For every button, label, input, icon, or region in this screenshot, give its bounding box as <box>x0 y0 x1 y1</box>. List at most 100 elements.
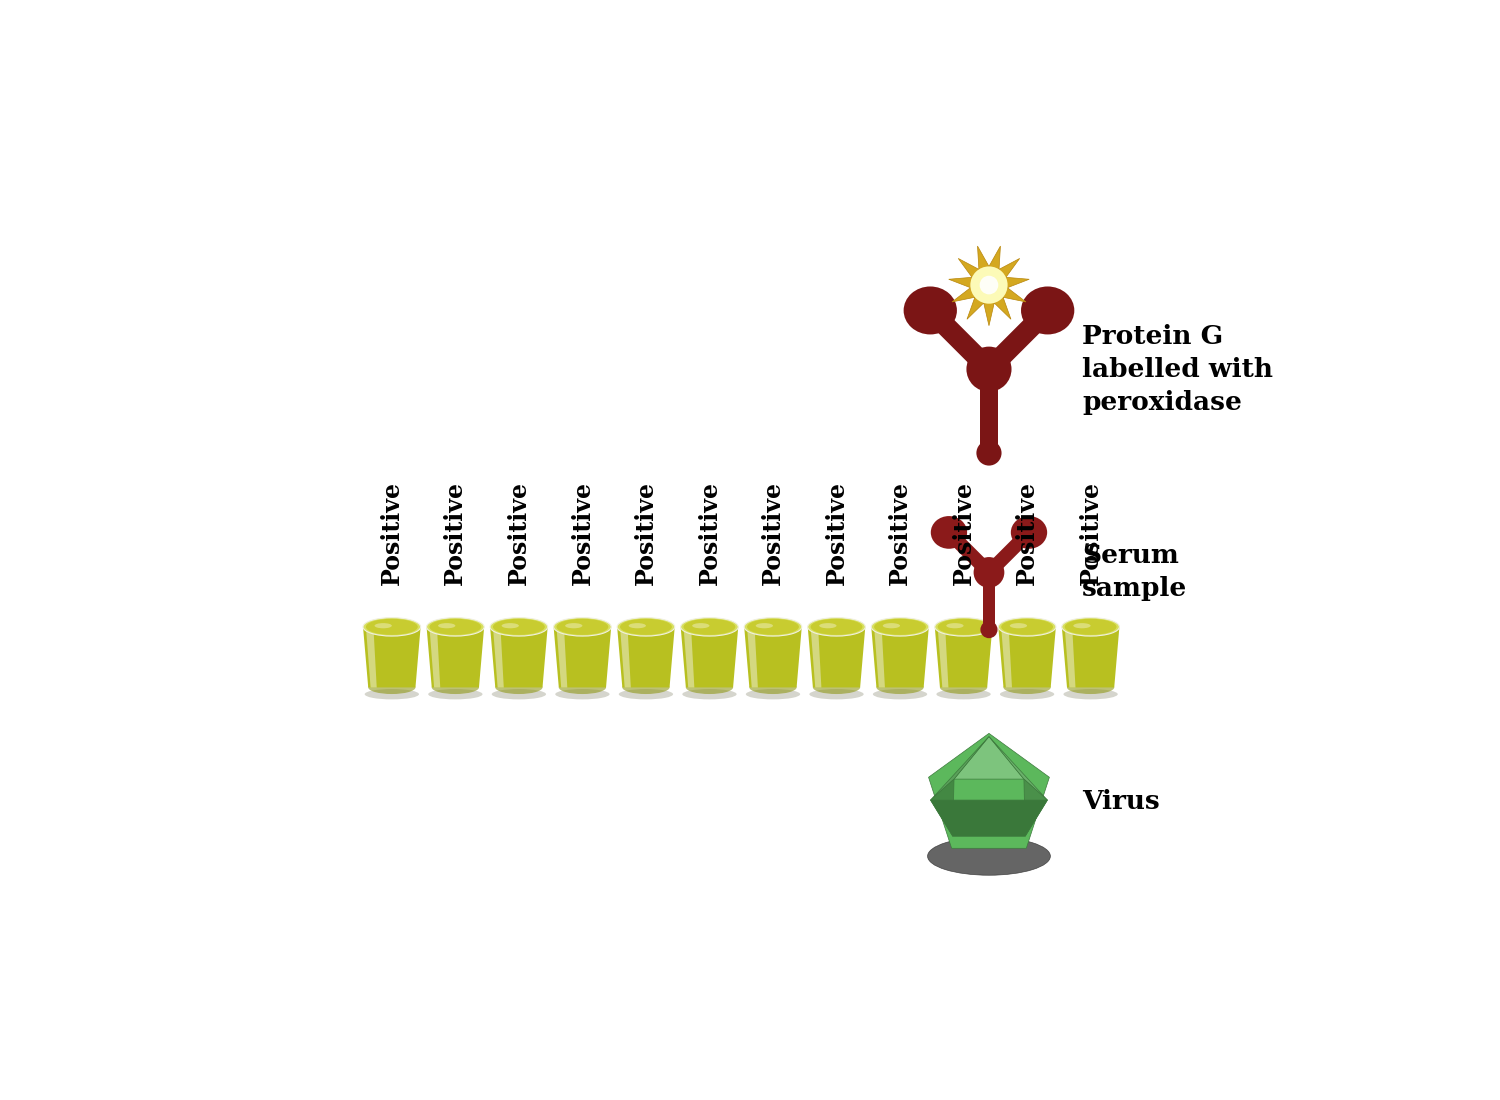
Text: Positive: Positive <box>570 481 594 585</box>
Ellipse shape <box>936 689 990 700</box>
Polygon shape <box>426 627 484 688</box>
Text: Positive: Positive <box>698 481 721 585</box>
Ellipse shape <box>978 359 999 380</box>
Ellipse shape <box>756 623 772 628</box>
Polygon shape <box>620 627 632 688</box>
Ellipse shape <box>982 566 996 579</box>
Ellipse shape <box>978 359 999 380</box>
Ellipse shape <box>981 621 998 638</box>
Ellipse shape <box>927 837 1050 876</box>
Polygon shape <box>366 627 376 688</box>
Ellipse shape <box>684 619 735 635</box>
Ellipse shape <box>681 617 738 636</box>
Ellipse shape <box>364 689 419 700</box>
Polygon shape <box>938 627 948 688</box>
Ellipse shape <box>566 623 582 628</box>
Polygon shape <box>948 246 1029 326</box>
Ellipse shape <box>426 617 484 636</box>
Ellipse shape <box>628 623 646 628</box>
Text: Positive: Positive <box>444 481 468 585</box>
Ellipse shape <box>492 689 546 700</box>
Ellipse shape <box>982 624 996 636</box>
Ellipse shape <box>427 689 483 700</box>
Polygon shape <box>494 627 504 688</box>
Ellipse shape <box>876 681 924 694</box>
Ellipse shape <box>976 440 1002 465</box>
Ellipse shape <box>554 617 610 636</box>
Text: Positive: Positive <box>888 481 912 585</box>
Ellipse shape <box>884 623 900 628</box>
Ellipse shape <box>495 681 543 694</box>
Polygon shape <box>980 370 998 453</box>
Polygon shape <box>747 627 758 688</box>
Polygon shape <box>874 627 885 688</box>
Text: Positive: Positive <box>760 481 784 585</box>
Polygon shape <box>930 737 988 800</box>
Polygon shape <box>934 627 993 688</box>
Ellipse shape <box>1064 689 1118 700</box>
Polygon shape <box>988 737 1047 800</box>
Text: Positive: Positive <box>1016 481 1040 585</box>
Polygon shape <box>944 528 994 578</box>
Ellipse shape <box>501 623 519 628</box>
Ellipse shape <box>982 565 996 580</box>
Ellipse shape <box>982 565 996 580</box>
Ellipse shape <box>622 681 669 694</box>
Polygon shape <box>871 627 928 688</box>
Ellipse shape <box>490 617 548 636</box>
Ellipse shape <box>432 681 478 694</box>
Ellipse shape <box>686 681 734 694</box>
Polygon shape <box>930 779 954 836</box>
Polygon shape <box>928 734 1050 848</box>
Ellipse shape <box>368 681 416 694</box>
Polygon shape <box>981 304 1054 376</box>
Ellipse shape <box>366 619 419 635</box>
Text: Virus: Virus <box>1082 789 1160 814</box>
Ellipse shape <box>1038 300 1058 321</box>
Ellipse shape <box>1011 516 1047 549</box>
Ellipse shape <box>810 619 862 635</box>
Ellipse shape <box>560 681 606 694</box>
Polygon shape <box>1024 779 1047 836</box>
Polygon shape <box>1065 627 1076 688</box>
Ellipse shape <box>750 681 796 694</box>
Ellipse shape <box>1004 681 1050 694</box>
Ellipse shape <box>874 619 926 635</box>
Ellipse shape <box>1000 619 1053 635</box>
Text: Positive: Positive <box>1078 481 1102 585</box>
Polygon shape <box>984 528 1033 578</box>
Polygon shape <box>922 304 996 376</box>
Ellipse shape <box>974 557 1005 587</box>
Ellipse shape <box>1062 617 1119 636</box>
Polygon shape <box>616 627 675 688</box>
Ellipse shape <box>429 619 482 635</box>
Polygon shape <box>999 627 1056 688</box>
Ellipse shape <box>980 276 999 295</box>
Polygon shape <box>363 627 420 688</box>
Text: Positive: Positive <box>951 481 975 585</box>
Polygon shape <box>1062 627 1119 688</box>
Polygon shape <box>954 737 1024 779</box>
Ellipse shape <box>934 617 993 636</box>
Text: Protein G
labelled with
peroxidase: Protein G labelled with peroxidase <box>1082 323 1274 415</box>
Ellipse shape <box>556 619 609 635</box>
Text: Positive: Positive <box>634 481 658 585</box>
Ellipse shape <box>1010 623 1028 628</box>
Ellipse shape <box>970 266 1008 304</box>
Ellipse shape <box>555 689 609 700</box>
Ellipse shape <box>903 286 957 334</box>
Ellipse shape <box>494 619 544 635</box>
Ellipse shape <box>620 619 672 635</box>
Ellipse shape <box>920 300 940 321</box>
Ellipse shape <box>999 617 1056 636</box>
Polygon shape <box>554 627 610 688</box>
Text: Positive: Positive <box>507 481 531 585</box>
Ellipse shape <box>746 689 800 700</box>
Ellipse shape <box>616 617 675 636</box>
Polygon shape <box>744 627 802 688</box>
Ellipse shape <box>692 623 709 628</box>
Ellipse shape <box>620 689 674 700</box>
Ellipse shape <box>1000 689 1054 700</box>
Ellipse shape <box>1066 681 1114 694</box>
Polygon shape <box>810 627 822 688</box>
